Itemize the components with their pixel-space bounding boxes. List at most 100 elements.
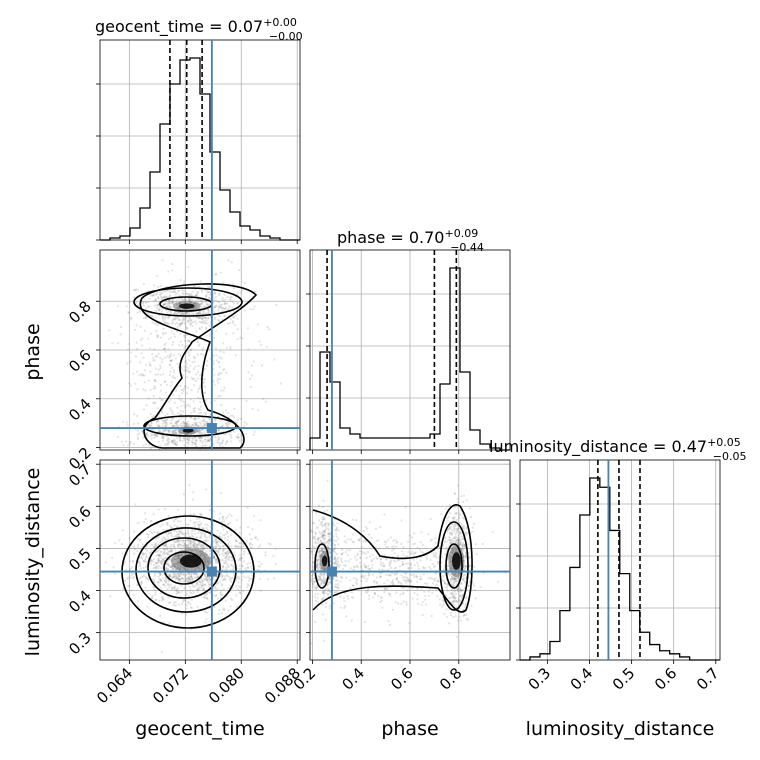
scatter-point: [248, 561, 251, 565]
scatter-point: [188, 370, 191, 373]
scatter-point: [178, 575, 181, 578]
scatter-point: [170, 302, 173, 305]
scatter-point: [176, 566, 179, 569]
scatter-point: [227, 415, 230, 419]
scatter-point: [182, 578, 185, 581]
scatter-point: [156, 562, 159, 565]
scatter-point: [333, 585, 337, 588]
scatter-point: [258, 340, 261, 343]
scatter-point: [206, 564, 209, 567]
scatter-point: [157, 295, 160, 298]
scatter-point: [335, 526, 339, 529]
scatter-point: [187, 543, 190, 546]
scatter-point: [144, 363, 147, 366]
scatter-point: [444, 594, 448, 597]
scatter-point: [317, 541, 320, 544]
scatter-point: [217, 382, 220, 385]
scatter-point: [156, 274, 159, 278]
scatter-point: [184, 360, 187, 363]
scatter-point: [148, 552, 151, 555]
scatter-point: [161, 358, 164, 361]
scatter-point: [208, 549, 211, 553]
scatter-point: [194, 416, 197, 419]
scatter-point: [216, 439, 219, 442]
scatter-point: [387, 574, 390, 577]
panel-geocent-time-vs-phase: 0.20.40.60.8: [65, 249, 301, 473]
scatter-point: [227, 522, 230, 526]
scatter-point: [412, 573, 416, 576]
scatter-point: [217, 361, 220, 364]
scatter-point: [448, 525, 451, 528]
scatter-point: [207, 303, 210, 306]
scatter-point: [192, 491, 195, 494]
scatter-point: [318, 564, 321, 568]
scatter-point: [195, 423, 198, 427]
scatter-point: [458, 587, 461, 590]
scatter-point: [474, 543, 477, 546]
scatter-point: [254, 536, 257, 539]
scatter-point: [257, 409, 260, 412]
scatter-point: [198, 421, 201, 424]
scatter-point: [193, 430, 196, 433]
scatter-point: [183, 423, 186, 426]
scatter-point: [434, 577, 437, 580]
scatter-point: [202, 539, 205, 543]
scatter-point: [160, 398, 163, 402]
scatter-point: [343, 540, 346, 543]
scatter-point: [162, 577, 165, 580]
scatter-point: [197, 430, 200, 433]
scatter-point: [159, 586, 162, 589]
scatter-point: [355, 558, 358, 562]
scatter-point: [449, 527, 452, 530]
scatter-point: [202, 558, 205, 561]
scatter-point: [217, 550, 220, 553]
scatter-point: [455, 540, 458, 544]
scatter-point: [434, 553, 437, 557]
scatter-point: [146, 577, 149, 580]
scatter-point: [452, 549, 455, 552]
scatter-point: [321, 551, 325, 554]
scatter-point: [139, 538, 142, 541]
scatter-point: [184, 547, 187, 550]
scatter-point: [389, 594, 392, 597]
scatter-point: [183, 346, 186, 349]
scatter-point: [204, 575, 207, 578]
scatter-point: [157, 425, 160, 428]
scatter-point: [199, 555, 202, 558]
scatter-point: [178, 565, 181, 568]
contour-line: [147, 537, 221, 599]
scatter-point: [337, 583, 340, 586]
scatter-point: [432, 552, 435, 555]
scatter-point: [186, 432, 189, 435]
scatter-point: [447, 515, 450, 519]
scatter-point: [250, 565, 253, 568]
scatter-point: [201, 552, 204, 556]
panel-geocent_time-phase-frame: [99, 249, 301, 451]
scatter-point: [206, 524, 209, 527]
scatter-point: [155, 309, 158, 312]
scatter-point: [176, 421, 179, 424]
scatter-point: [404, 506, 407, 509]
scatter-point: [173, 535, 176, 538]
scatter-point: [365, 556, 368, 560]
scatter-point: [322, 579, 325, 582]
scatter-point: [180, 313, 183, 316]
scatter-point: [321, 518, 324, 521]
scatter-point: [188, 359, 191, 362]
scatter-point: [324, 550, 327, 554]
scatter-point: [194, 548, 198, 552]
scatter-point: [172, 317, 175, 321]
scatter-point: [199, 386, 202, 389]
scatter-point: [376, 558, 379, 561]
scatter-point: [164, 556, 167, 559]
scatter-point: [322, 534, 325, 537]
scatter-point: [224, 533, 227, 536]
scatter-point: [206, 436, 209, 439]
scatter-point: [169, 430, 172, 433]
scatter-point: [437, 562, 440, 566]
scatter-point: [170, 311, 173, 314]
scatter-point: [176, 525, 179, 528]
scatter-point: [221, 565, 224, 568]
scatter-point: [455, 542, 459, 545]
scatter-point: [206, 303, 209, 306]
